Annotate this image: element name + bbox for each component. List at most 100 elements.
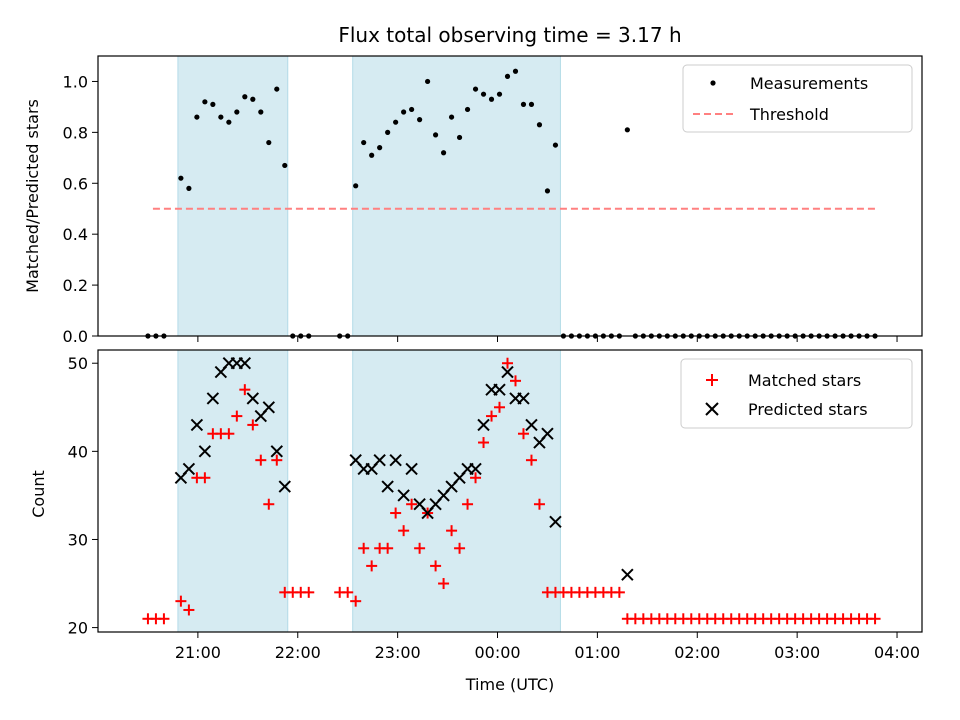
matched-star-point	[223, 428, 235, 440]
measurement-point	[226, 119, 232, 125]
legend-measurements-marker	[710, 80, 716, 86]
matched-star-point	[406, 498, 418, 510]
top-y-axis-label: Matched/Predicted stars	[23, 99, 42, 293]
measurement-point	[480, 91, 487, 97]
measurement-point	[361, 139, 367, 146]
measurement-point	[266, 139, 272, 146]
matched-star-point	[366, 560, 378, 572]
predicted-star-point	[373, 453, 386, 467]
legend-predicted-marker	[705, 402, 719, 416]
matched-star-point	[398, 525, 410, 537]
shaded-interval-1	[177, 55, 289, 337]
predicted-star-point	[501, 365, 514, 379]
measurement-point	[218, 114, 224, 120]
predicted-star-point	[525, 418, 538, 432]
x-tick-label: 23:00	[375, 643, 421, 662]
measurement-point	[369, 152, 375, 158]
y-tick-label: 20	[68, 619, 88, 638]
x-tick-label: 21:00	[175, 643, 221, 662]
matched-star-point	[494, 401, 506, 413]
predicted-star-point	[549, 515, 562, 529]
measurement-point	[202, 99, 208, 105]
matched-star-point	[414, 542, 426, 554]
shaded-interval-1	[177, 349, 289, 633]
predicted-star-point	[389, 453, 402, 467]
measurement-point	[401, 109, 407, 115]
matched-star-point	[446, 525, 458, 537]
legend-matched-marker	[706, 374, 718, 386]
legend-predicted-label: Predicted stars	[748, 400, 868, 419]
y-tick-label: 0.2	[63, 276, 88, 295]
matched-star-point	[255, 454, 267, 466]
predicted-star-point	[621, 568, 634, 581]
matched-star-point	[478, 437, 490, 449]
matched-star-point	[350, 595, 362, 607]
matched-star-point	[509, 375, 521, 387]
matched-star-point	[271, 454, 283, 466]
top-y-ticks: 0.0 0.2 0.4 0.6 0.8 1.0	[63, 72, 98, 346]
predicted-star-point	[517, 392, 530, 405]
measurement-point	[552, 142, 559, 148]
y-tick-label: 0.4	[63, 225, 88, 244]
matched-star-point	[158, 613, 170, 625]
measurement-point	[512, 68, 519, 74]
measurement-point	[448, 114, 455, 120]
predicted-star-point	[397, 489, 410, 502]
predicted-star-point	[198, 445, 212, 458]
x-tick-label: 02:00	[674, 643, 720, 662]
predicted-star-point	[493, 383, 506, 396]
legend-threshold-label: Threshold	[749, 105, 829, 124]
measurement-point	[425, 78, 431, 85]
bottom-legend-box	[680, 358, 913, 429]
predicted-star-point	[262, 401, 275, 414]
bottom-x-ticks: 21:00 22:00 23:00 00:00 01:00 02:00 03:00 04:00	[175, 632, 920, 662]
matched-star-point	[438, 578, 450, 590]
measurement-point	[417, 117, 423, 123]
x-tick-label: 22:00	[275, 643, 321, 662]
matched-star-point	[175, 595, 187, 607]
predicted-star-point	[541, 427, 554, 440]
predicted-star-point	[270, 445, 283, 458]
measurement-point	[456, 134, 463, 141]
measurement-point	[242, 94, 248, 100]
measurement-point	[194, 114, 200, 120]
bottom-panel: 20 30 40 50 21:00 22:00 23:00 00:00 01:00 02:00 0…	[29, 349, 923, 694]
bottom-predicted-points	[174, 357, 634, 581]
matched-star-point	[247, 419, 259, 431]
top-x-ticks	[197, 336, 898, 342]
measurement-point	[250, 96, 256, 102]
predicted-star-point	[238, 357, 252, 370]
measurement-point	[440, 150, 447, 156]
measurement-point	[544, 188, 551, 194]
measurement-point	[432, 132, 439, 138]
bottom-axes-frame	[97, 349, 923, 633]
x-tick-label: 00:00	[474, 643, 520, 662]
x-tick-label: 04:00	[874, 643, 920, 662]
measurement-point	[488, 96, 495, 102]
x-tick-label: 01:00	[574, 643, 620, 662]
matched-star-point	[199, 472, 211, 484]
predicted-star-point	[477, 418, 490, 432]
measurement-point	[624, 127, 630, 133]
matched-star-point	[303, 586, 315, 598]
top-shaded-intervals	[177, 55, 561, 337]
measurement-point	[186, 185, 192, 191]
measurement-point	[496, 91, 503, 97]
measurement-point	[210, 101, 216, 107]
matched-star-point	[525, 454, 537, 466]
x-axis-label: Time (UTC)	[465, 675, 554, 694]
top-axes-frame	[97, 55, 923, 337]
matched-star-point	[231, 410, 243, 422]
y-tick-label: 0.8	[63, 123, 88, 142]
top-legend: Measurements Threshold	[682, 64, 913, 133]
matched-star-point	[430, 560, 442, 572]
measurement-point	[393, 119, 399, 125]
measurement-point	[178, 175, 184, 181]
matched-star-point	[454, 542, 466, 554]
measurement-point	[528, 101, 535, 107]
y-tick-label: 0.0	[63, 327, 88, 346]
predicted-star-point	[405, 462, 418, 476]
bottom-legend: Matched stars Predicted stars	[680, 358, 913, 429]
measurement-point	[258, 109, 264, 115]
measurement-point	[385, 129, 391, 135]
